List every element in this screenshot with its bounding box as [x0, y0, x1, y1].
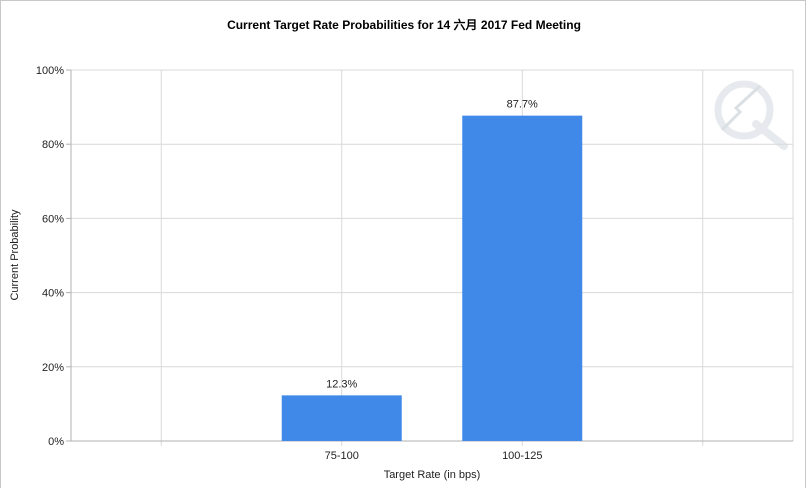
y-tick-label: 40% [42, 288, 64, 300]
y-tick-label: 0% [48, 436, 64, 448]
data-label: 12.3% [326, 378, 357, 390]
x-tick-label: 100-125 [502, 450, 542, 462]
bar-100-125 [462, 115, 583, 442]
y-tick-label: 60% [42, 213, 64, 225]
data-label: 87.7% [507, 99, 538, 111]
watermark-logo-icon [714, 80, 788, 150]
gridlines [66, 69, 794, 446]
bar-75-100 [281, 395, 402, 441]
y-axis-title: Current Probability [9, 209, 21, 301]
x-tick-label: 75-100 [325, 450, 359, 462]
y-tick-label: 80% [42, 139, 64, 151]
labels: 0% 20% 40% 60% 80% 100% 12.3% 75-100 87.7% 100-12… [36, 65, 543, 462]
chart-title: Current Target Rate Probabilities for 14… [227, 18, 581, 32]
x-axis-title: Target Rate (in bps) [384, 469, 481, 481]
y-tick-label: 20% [42, 362, 64, 374]
y-tick-label: 100% [36, 65, 64, 77]
bars [281, 115, 583, 442]
